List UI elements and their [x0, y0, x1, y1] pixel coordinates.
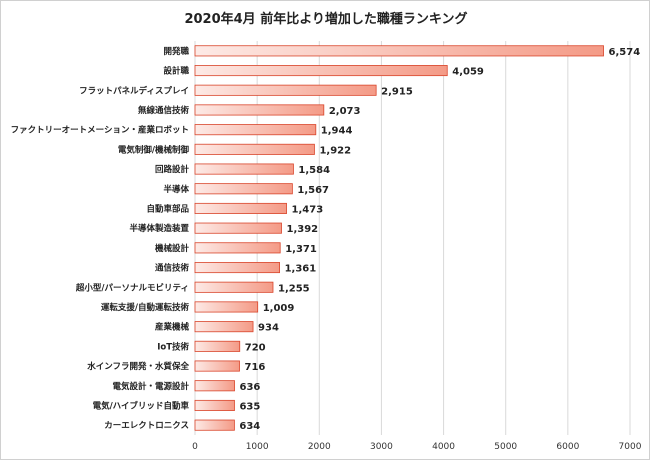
category-label: 電気/ハイブリッド自動車 [93, 400, 190, 411]
bar [194, 104, 325, 116]
x-tick-label: 0 [192, 442, 198, 452]
value-label: 1,009 [263, 303, 295, 314]
grid-lines [194, 41, 631, 435]
bar [194, 183, 293, 195]
category-label: フラットパネルディスプレイ [79, 85, 189, 96]
bar [194, 45, 604, 57]
value-label: 6,574 [609, 47, 641, 58]
value-label: 716 [244, 362, 265, 373]
category-label: 設計職 [163, 66, 189, 77]
bar [194, 202, 287, 214]
category-label: 自動車部品 [146, 203, 189, 214]
value-label: 636 [240, 382, 261, 393]
bar [194, 222, 282, 234]
category-label: 電気設計・電源設計 [112, 381, 189, 392]
category-label: 回路設計 [155, 164, 190, 175]
value-label: 4,059 [452, 67, 484, 78]
value-label: 1,371 [285, 244, 317, 255]
value-label: 1,584 [298, 165, 330, 176]
bar [194, 301, 259, 313]
category-label: 機械設計 [155, 243, 190, 254]
labels: 0 1000 2000 3000 4000 5000 6000 7000 開発職 6,574 設計職… [11, 46, 642, 452]
category-label: 通信技術 [155, 263, 190, 274]
x-tick-label: 2000 [308, 442, 331, 452]
value-label: 1,944 [321, 126, 353, 137]
category-label: 水インフラ開発・水質保全 [86, 361, 189, 372]
bar [194, 340, 241, 352]
bar [194, 124, 317, 136]
value-label: 635 [239, 401, 260, 412]
category-label: 運転支援/自動運転技術 [101, 302, 190, 313]
x-tick-label: 4000 [432, 442, 455, 452]
value-label: 2,915 [381, 86, 413, 97]
bar [194, 399, 235, 411]
value-label: 1,922 [319, 145, 351, 156]
category-label: 電気制御/機械制御 [118, 144, 190, 155]
bar [194, 281, 274, 293]
bar [194, 163, 294, 175]
x-tick-label: 7000 [619, 442, 642, 452]
value-label: 720 [245, 342, 266, 353]
bar [194, 321, 254, 333]
value-label: 1,255 [278, 283, 310, 294]
value-label: 634 [239, 421, 260, 432]
category-label: 半導体製造装置 [129, 223, 189, 234]
value-label: 934 [258, 323, 279, 334]
value-label: 1,392 [287, 224, 319, 235]
category-label: 無線通信技術 [138, 105, 190, 116]
bars [194, 45, 604, 431]
category-label: 半導体 [163, 184, 189, 195]
category-label: カーエレクトロニクス [104, 420, 189, 431]
bar [194, 360, 240, 372]
category-label: ファクトリーオートメーション・産業ロボット [11, 125, 189, 136]
category-label: 産業機械 [155, 322, 190, 333]
bar [194, 143, 315, 155]
value-label: 1,567 [297, 185, 329, 196]
bar [194, 84, 377, 96]
value-label: 1,473 [292, 204, 324, 215]
category-label: IoT技術 [157, 341, 189, 352]
bar [194, 242, 281, 254]
x-tick-label: 1000 [246, 442, 269, 452]
bar [194, 65, 448, 77]
x-tick-label: 3000 [370, 442, 393, 452]
chart-title: 2020年4月 前年比より増加した職種ランキング [184, 11, 467, 27]
x-tick-label: 5000 [494, 442, 517, 452]
value-label: 1,361 [285, 264, 317, 275]
bar [194, 380, 235, 392]
value-label: 2,073 [329, 106, 361, 117]
category-label: 開発職 [163, 46, 189, 57]
x-tick-label: 6000 [556, 442, 579, 452]
bar [194, 419, 235, 431]
bar [194, 262, 280, 274]
category-label: 超小型/パーソナルモビリティ [75, 282, 189, 293]
